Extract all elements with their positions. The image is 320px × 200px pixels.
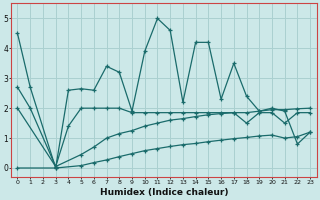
X-axis label: Humidex (Indice chaleur): Humidex (Indice chaleur) [100, 188, 228, 197]
